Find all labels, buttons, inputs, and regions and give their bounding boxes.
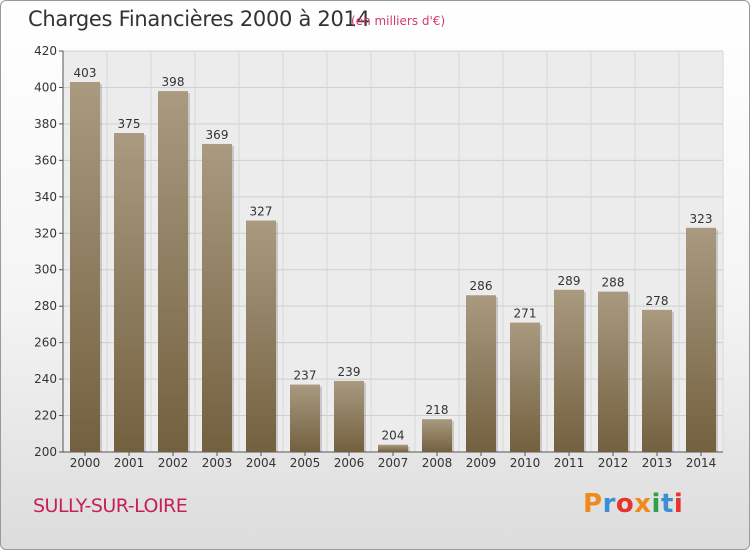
logo-letter: i <box>651 489 661 519</box>
data-label-2011: 289 <box>558 274 581 288</box>
x-tick-label-2003: 2003 <box>202 456 233 470</box>
bar-2000 <box>70 81 100 453</box>
x-tick-label-2006: 2006 <box>334 456 365 470</box>
y-tick-label: 200 <box>34 445 57 459</box>
x-tick-label-2002: 2002 <box>158 456 189 470</box>
x-tick-label-2014: 2014 <box>686 456 717 470</box>
logo-letter: t <box>660 489 674 519</box>
bar-2013 <box>642 309 672 452</box>
bar-2012 <box>598 291 628 452</box>
data-label-2008: 218 <box>426 403 449 417</box>
chart-title: Charges Financières 2000 à 2014 <box>28 7 370 31</box>
bar-2006 <box>334 380 364 452</box>
bar-2010 <box>510 322 540 452</box>
y-tick-label: 280 <box>34 299 57 313</box>
data-label-2012: 288 <box>602 276 625 290</box>
y-tick-label: 360 <box>34 153 57 167</box>
x-tick-label-2013: 2013 <box>642 456 673 470</box>
bar-2009 <box>466 295 496 452</box>
x-tick-label-2004: 2004 <box>246 456 277 470</box>
bar-2005 <box>290 384 320 452</box>
y-tick-label: 380 <box>34 117 57 131</box>
data-label-2002: 398 <box>162 75 185 89</box>
y-tick-label: 220 <box>34 409 57 423</box>
bar-2001 <box>114 133 144 453</box>
x-tick-label-2001: 2001 <box>114 456 145 470</box>
y-tick-label: 340 <box>34 190 57 204</box>
x-tick-label-2010: 2010 <box>510 456 541 470</box>
data-label-2007: 204 <box>382 429 405 443</box>
town-name: SULLY-SUR-LOIRE <box>33 495 188 517</box>
y-tick-label: 260 <box>34 336 57 350</box>
data-label-2003: 369 <box>206 128 229 142</box>
bar-2008 <box>422 419 452 452</box>
bar-2007 <box>378 444 408 452</box>
data-label-2004: 327 <box>250 205 273 219</box>
x-tick-label-2005: 2005 <box>290 456 321 470</box>
data-label-2006: 239 <box>338 365 361 379</box>
x-tick-label-2000: 2000 <box>70 456 101 470</box>
bars: 403 375 398 369 327 237 239 204 218 286 271 289 288 2… <box>70 66 718 453</box>
data-label-2014: 323 <box>690 212 713 226</box>
data-label-2013: 278 <box>646 294 669 308</box>
y-tick-label: 240 <box>34 372 57 386</box>
data-label-2010: 271 <box>514 307 537 321</box>
logo-letter: r <box>602 489 616 519</box>
axes: 200 220 240 260 280 300 320 340 360 380 400 420 2000… <box>34 44 723 470</box>
bar-2014 <box>686 227 716 452</box>
y-tick-label: 400 <box>34 80 57 94</box>
x-tick-label-2007: 2007 <box>378 456 409 470</box>
bar-2011 <box>554 289 584 452</box>
proxiti-logo: Proxiti <box>583 489 683 519</box>
bar-2004 <box>246 220 276 452</box>
y-tick-label: 320 <box>34 226 57 240</box>
y-tick-label: 420 <box>34 44 57 58</box>
logo-letter: o <box>615 489 635 519</box>
logo-letter: P <box>583 489 603 519</box>
data-label-2000: 403 <box>74 66 97 80</box>
data-label-2001: 375 <box>118 117 141 131</box>
bar-2002 <box>158 91 188 452</box>
x-tick-label-2009: 2009 <box>466 456 497 470</box>
x-tick-label-2012: 2012 <box>598 456 629 470</box>
data-label-2009: 286 <box>470 279 493 293</box>
bar-2003 <box>202 143 232 452</box>
y-tick-label: 300 <box>34 263 57 277</box>
data-label-2005: 237 <box>294 369 317 383</box>
logo-letter: x <box>634 489 652 519</box>
unit-note: (en milliers d'€) <box>351 14 446 28</box>
x-tick-label-2011: 2011 <box>554 456 585 470</box>
logo-letter: i <box>673 489 684 519</box>
x-tick-label-2008: 2008 <box>422 456 453 470</box>
